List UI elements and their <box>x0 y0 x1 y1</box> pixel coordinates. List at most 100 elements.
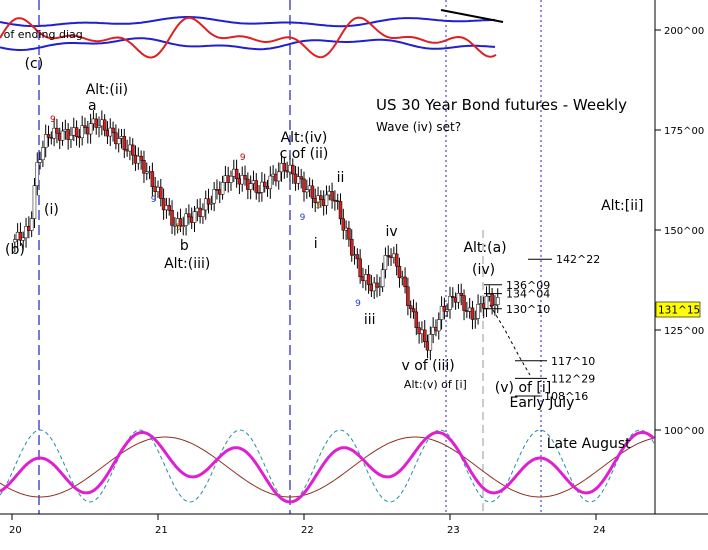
candle-body <box>341 218 346 231</box>
x-tick-label: 23 <box>447 525 460 536</box>
current-price-marker <box>655 301 701 318</box>
candle-body <box>206 198 211 205</box>
candle-body <box>111 127 115 133</box>
candle-body <box>476 304 480 319</box>
candle-body <box>57 132 62 141</box>
candle-body <box>279 163 284 173</box>
candle-body <box>161 198 166 211</box>
candle-body <box>72 127 76 136</box>
candle-body <box>495 297 500 306</box>
candle-body <box>91 118 96 124</box>
candle-body <box>288 164 292 173</box>
wave-label: 9 <box>240 153 246 163</box>
candle-body <box>265 186 270 190</box>
candle-body <box>147 171 152 173</box>
candle-body <box>153 186 157 192</box>
candle-body <box>299 176 303 180</box>
candle-body <box>130 144 135 156</box>
candle-body <box>198 207 202 217</box>
candle-body <box>223 175 228 183</box>
candle-body <box>102 119 107 131</box>
y-tick-label: 200^00 <box>664 26 704 37</box>
candle-body <box>262 181 267 187</box>
candle-body <box>116 138 121 145</box>
wave-label: 5 <box>176 223 182 233</box>
candle-body <box>378 286 382 288</box>
candle-body <box>15 231 20 240</box>
candle-body <box>442 305 447 312</box>
candle-body <box>394 253 399 267</box>
y-axis: 100^00 125^00 150^00 175^00 200^00 <box>655 26 704 437</box>
candle-body <box>55 127 59 134</box>
candle-body <box>271 173 275 177</box>
wave-label: c of (ii) <box>280 146 329 162</box>
candle-body <box>145 171 149 174</box>
wave-label: 5 <box>316 201 322 211</box>
candle-body <box>66 129 70 140</box>
candle-body <box>352 254 357 256</box>
candle-body <box>178 218 183 227</box>
candle-body <box>80 125 84 139</box>
candle-body <box>114 132 118 145</box>
x-tick-label: 20 <box>9 525 22 536</box>
candle-body <box>229 175 233 183</box>
candle-body <box>276 171 281 182</box>
candle-body <box>487 293 492 297</box>
candle-body <box>187 213 191 218</box>
wave-label: 9 <box>355 299 361 309</box>
cycle-short <box>0 429 655 503</box>
candle-body <box>122 136 127 150</box>
candle-body <box>254 180 259 193</box>
candle-body <box>481 303 486 309</box>
candle-body <box>63 129 68 132</box>
candle-body <box>142 160 146 174</box>
candle-body <box>234 168 239 179</box>
wave-label: (i) <box>44 202 59 218</box>
wave-label: a <box>88 98 97 114</box>
candle-body <box>372 282 376 292</box>
candle-body <box>60 130 65 141</box>
wave-label: Alt:(iv) <box>281 130 328 146</box>
oscillator-line <box>0 16 497 59</box>
candle-body <box>251 180 256 184</box>
candle-body <box>383 255 388 270</box>
candle-body <box>305 189 309 193</box>
projection-path <box>489 304 531 376</box>
cycle-long <box>0 436 655 498</box>
price-level-label: 117^10 <box>551 355 595 368</box>
candle-body <box>184 213 188 226</box>
candle-body <box>27 225 31 231</box>
candle-body <box>397 265 402 279</box>
wave-label: b <box>180 238 189 254</box>
y-tick-label: 100^00 <box>664 426 704 437</box>
candle-body <box>344 227 348 231</box>
candle-body <box>108 127 113 137</box>
wave-label: Alt:(v) of [i] <box>404 378 467 391</box>
candle-body <box>420 329 424 335</box>
candle-body <box>201 209 205 217</box>
candle-body <box>369 284 374 292</box>
chart-subtitle: Wave (iv) set? <box>376 120 461 134</box>
wave-label: i <box>314 236 318 252</box>
candle-body <box>32 185 37 219</box>
plot-area <box>0 0 655 514</box>
candle-body <box>170 210 174 226</box>
candle-body <box>88 123 93 135</box>
wave-label: 9 <box>151 195 157 205</box>
candle-body <box>260 181 264 193</box>
candle-body <box>389 255 393 258</box>
candle-body <box>431 326 435 335</box>
candle-body <box>35 162 40 186</box>
candle-body <box>425 341 430 351</box>
candle-body <box>13 239 17 243</box>
candle-body <box>167 205 171 211</box>
oscillator-panel <box>0 9 504 59</box>
candle-body <box>361 276 365 282</box>
candle-body <box>456 293 461 303</box>
chart-title: US 30 Year Bond futures - Weekly <box>376 96 627 114</box>
candle-body <box>437 319 441 332</box>
candle-body <box>392 253 396 258</box>
candle-body <box>307 185 312 190</box>
x-tick-label: 22 <box>301 525 314 536</box>
